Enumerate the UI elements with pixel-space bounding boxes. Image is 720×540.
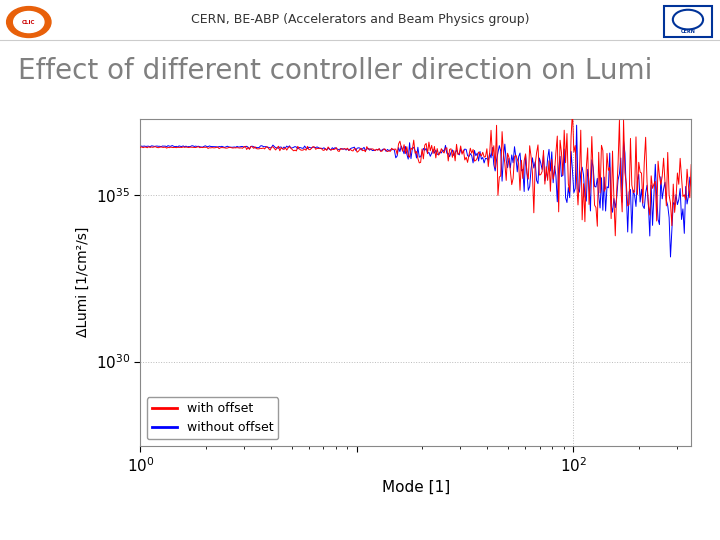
Text: Jürgen Pfingstner and Jochem Snuverink: Jürgen Pfingstner and Jochem Snuverink <box>11 520 221 530</box>
Text: CLIC: CLIC <box>22 20 35 25</box>
Circle shape <box>14 11 44 32</box>
Circle shape <box>6 6 51 37</box>
Text: Effect of different controller direction on Lumi: Effect of different controller direction… <box>18 57 652 85</box>
FancyBboxPatch shape <box>664 5 712 37</box>
Y-axis label: ΔLumi [1/cm²/s]: ΔLumi [1/cm²/s] <box>76 227 90 338</box>
X-axis label: Mode [1]: Mode [1] <box>382 480 450 495</box>
Text: CERN, BE-ABP (Accelerators and Beam Physics group): CERN, BE-ABP (Accelerators and Beam Phys… <box>191 13 529 26</box>
Legend: with offset, without offset: with offset, without offset <box>147 397 278 439</box>
Text: Integrated simulations of ground motion effects in CLIC: Integrated simulations of ground motion … <box>419 520 709 530</box>
Text: CERN: CERN <box>680 29 696 33</box>
